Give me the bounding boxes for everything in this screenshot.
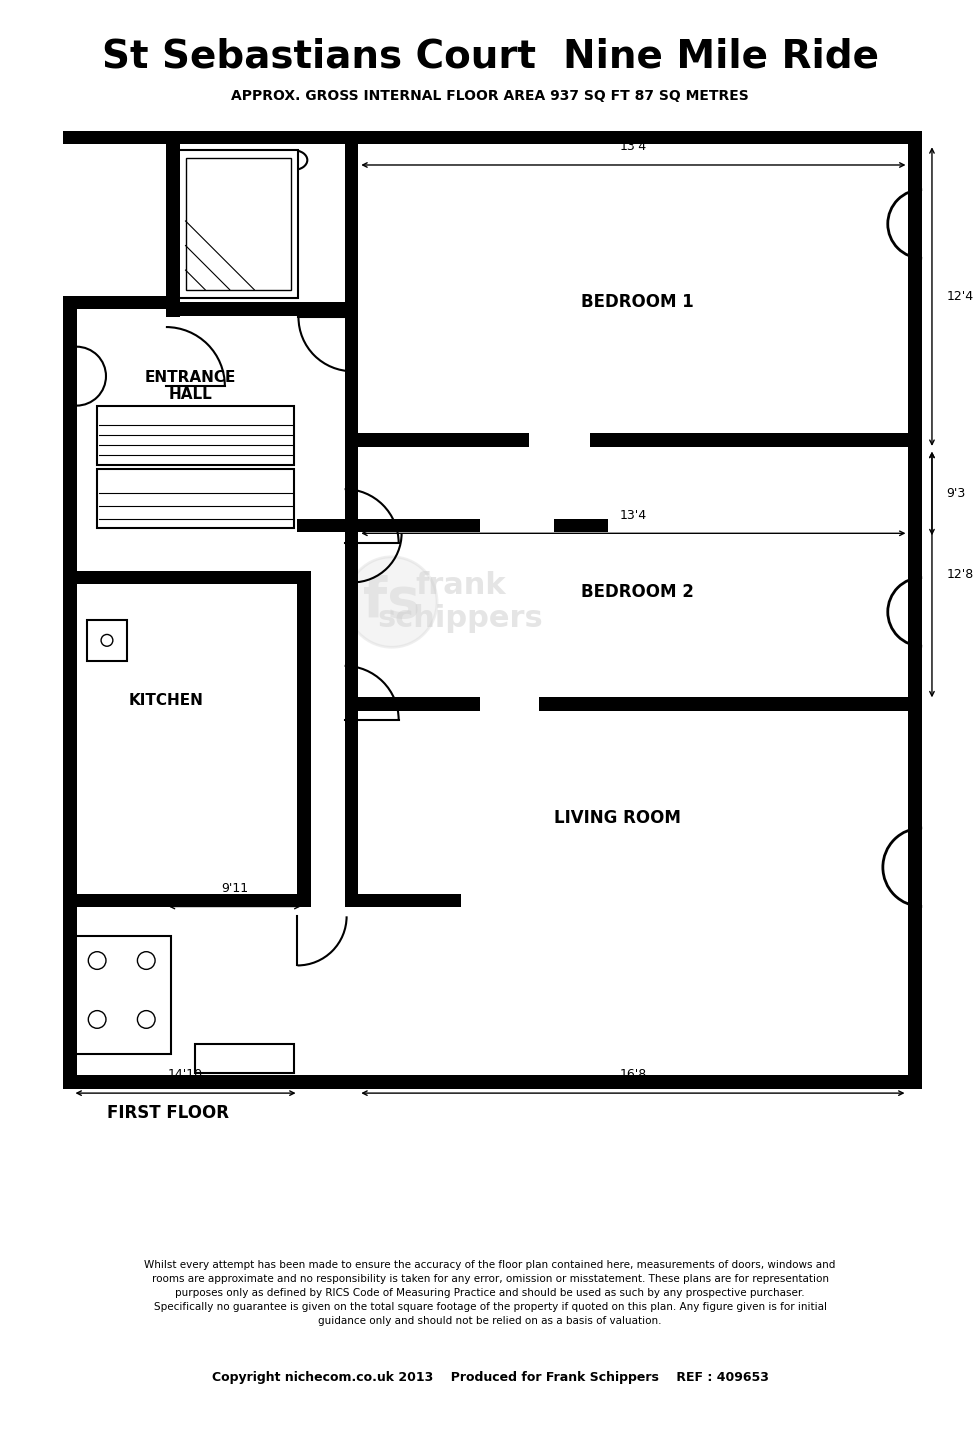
Bar [345, 130, 359, 322]
Text: fs: fs [364, 574, 420, 629]
Bar [345, 893, 461, 907]
Text: 13'4: 13'4 [619, 140, 647, 153]
Bar [63, 296, 172, 309]
Bar [590, 433, 922, 447]
Ellipse shape [280, 150, 308, 170]
Text: 13'4: 13'4 [619, 509, 647, 522]
Bar [63, 1076, 922, 1089]
Text: 9'3: 9'3 [947, 487, 966, 500]
Ellipse shape [88, 952, 106, 969]
Bar [345, 697, 480, 712]
Text: LIVING ROOM: LIVING ROOM [555, 809, 681, 827]
Text: KITCHEN: KITCHEN [128, 693, 203, 707]
Bar [298, 519, 345, 533]
Ellipse shape [137, 1010, 155, 1029]
Bar [166, 303, 353, 316]
Text: BEDROOM 1: BEDROOM 1 [581, 293, 694, 312]
Bar [177, 150, 299, 297]
Bar [185, 159, 291, 290]
Bar [554, 519, 608, 533]
Text: 16'8: 16'8 [619, 1069, 647, 1082]
Bar [345, 700, 359, 903]
Bar [97, 470, 294, 529]
Bar [63, 893, 312, 907]
Text: 14'10: 14'10 [168, 1069, 203, 1082]
Bar [63, 296, 76, 1083]
Text: St Sebastians Court  Nine Mile Ride: St Sebastians Court Nine Mile Ride [102, 39, 878, 76]
Bar [345, 433, 529, 447]
Bar [166, 130, 922, 144]
Ellipse shape [137, 952, 155, 969]
Bar [345, 433, 359, 710]
Bar [87, 620, 126, 662]
Text: 12'4: 12'4 [947, 290, 974, 303]
Bar [73, 936, 171, 1053]
Text: ENTRANCE
HALL: ENTRANCE HALL [145, 370, 236, 402]
Text: frank
schippers: frank schippers [377, 570, 544, 633]
Text: BEDROOM 2: BEDROOM 2 [581, 583, 694, 602]
Text: Copyright nichecom.co.uk 2013    Produced for Frank Schippers    REF : 409653: Copyright nichecom.co.uk 2013 Produced f… [212, 1372, 768, 1385]
Bar [345, 519, 480, 533]
Bar [97, 406, 294, 464]
Ellipse shape [88, 1010, 106, 1029]
Bar [539, 697, 922, 712]
Bar [195, 1045, 294, 1073]
Ellipse shape [101, 634, 113, 646]
Text: APPROX. GROSS INTERNAL FLOOR AREA 937 SQ FT 87 SQ METRES: APPROX. GROSS INTERNAL FLOOR AREA 937 SQ… [231, 89, 749, 103]
Text: 12'8: 12'8 [947, 569, 974, 582]
Bar [908, 130, 922, 1083]
Bar [63, 130, 179, 144]
Ellipse shape [191, 190, 219, 227]
Bar [166, 130, 179, 317]
Bar [298, 570, 312, 896]
Text: Whilst every attempt has been made to ensure the accuracy of the floor plan cont: Whilst every attempt has been made to en… [144, 1260, 836, 1326]
Bar [345, 303, 359, 523]
Bar [63, 570, 304, 584]
Text: FIRST FLOOR: FIRST FLOOR [107, 1103, 229, 1122]
Bar [191, 180, 219, 204]
Text: 9'11: 9'11 [221, 882, 248, 895]
